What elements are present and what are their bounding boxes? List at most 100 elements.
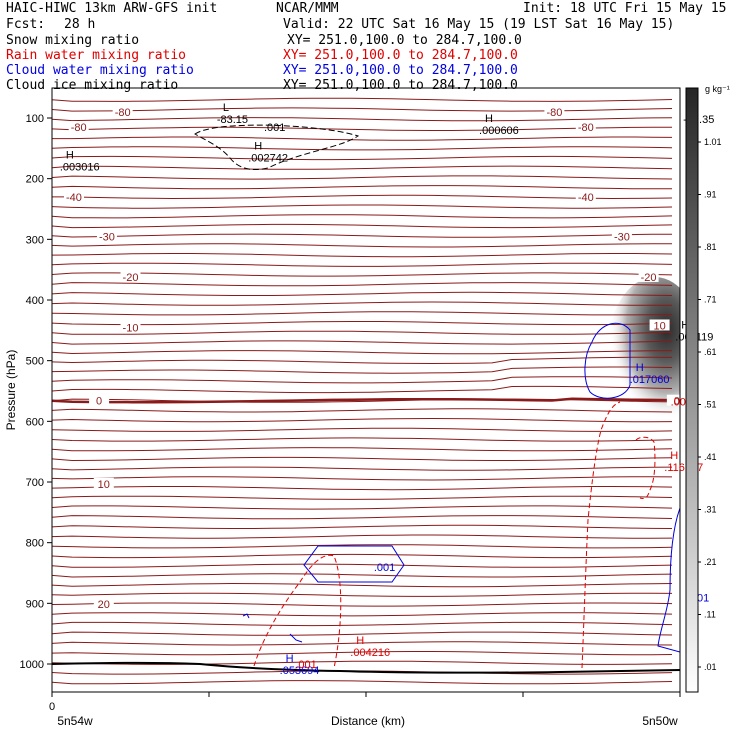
isotherm [52, 291, 673, 296]
isotherm [52, 505, 673, 510]
isotherm [52, 660, 673, 665]
zero-isotherm [52, 397, 673, 404]
forecast-label: Fcst: [6, 17, 46, 32]
isotherm [52, 165, 673, 170]
isotherm [52, 233, 673, 238]
isotherm-label: -80 [546, 107, 562, 119]
colorbar-label: .11 [704, 610, 716, 620]
isotherm [52, 582, 673, 588]
isotherm-label-bg [96, 230, 117, 242]
isotherm [52, 321, 673, 326]
y-tick-label: 300 [26, 234, 44, 246]
y-tick-label: 800 [26, 538, 44, 550]
y-tick-label: 500 [26, 356, 44, 368]
isotherm [52, 631, 673, 636]
isotherm-label: -80 [71, 122, 87, 134]
isotherm-label: 0 [96, 396, 102, 408]
contour-label: .001 [295, 659, 316, 671]
isotherm [52, 544, 673, 549]
contour-annotations: L-83.15L-82.35H.000606H.002742H.003016H.… [60, 102, 714, 677]
isotherm-label: 10 [653, 320, 665, 332]
extremum-marker: H [66, 149, 74, 161]
isotherm [52, 253, 673, 258]
isotherm [52, 641, 673, 646]
isotherm-label: -40 [578, 192, 594, 204]
extremum-value: .000606 [479, 125, 519, 137]
model-title: HAIC-HIWC 13km ARW-GFS init [6, 1, 218, 16]
y-tick-label: 600 [26, 416, 44, 428]
isotherm-label-bg [575, 190, 596, 202]
y-axis-label: Pressure (hPa) [4, 350, 18, 431]
isotherm-label-bg [611, 230, 632, 242]
isotherm [52, 680, 673, 685]
isotherm [52, 117, 673, 122]
isotherm [52, 97, 673, 102]
isotherm-label-bg [575, 121, 596, 133]
isotherm [52, 340, 673, 345]
colorbar-label: .41 [704, 452, 717, 462]
isotherm-label-bg [63, 190, 84, 202]
extremum-marker: H [254, 140, 262, 152]
isotherm [52, 185, 673, 190]
isotherm [52, 495, 673, 500]
isotherm [52, 602, 673, 607]
isotherm-label: 0 [674, 396, 680, 408]
isotherm [52, 194, 673, 200]
colorbar-label: 1.01 [704, 137, 722, 147]
ice-contour [194, 124, 360, 171]
isotherm-label: 20 [98, 599, 110, 611]
isotherm [52, 311, 673, 316]
rain-contour-3 [253, 554, 342, 669]
colorbar-ramp [685, 87, 699, 693]
contour-label: .001 [264, 122, 285, 134]
x-tick-label: 0 [49, 701, 55, 713]
colorbar-label: .51 [704, 400, 717, 410]
isotherm [52, 356, 673, 365]
extremum-value: .004216 [350, 647, 390, 659]
isotherm-label: -40 [66, 192, 82, 204]
isotherm [52, 146, 673, 151]
isotherm-label: -10 [123, 322, 139, 334]
isotherm [52, 376, 673, 384]
colorbar-unit: g kg⁻¹ [705, 84, 730, 94]
cloud-water-contour-4 [242, 613, 250, 619]
distance-axis [51, 692, 681, 697]
isotherm-label-bg [677, 597, 680, 609]
isotherm [52, 330, 673, 335]
isotherm-label-bg [68, 121, 89, 133]
isotherm [52, 456, 673, 462]
isotherm-label-bg [120, 270, 141, 282]
isotherm [52, 408, 673, 413]
extremum-value: .017060 [630, 374, 670, 386]
right-endpoint-label: 5n50w [642, 714, 678, 728]
isotherm-label: -20 [641, 272, 657, 284]
extremum-marker: H [681, 319, 689, 331]
isotherm [52, 534, 673, 539]
extremum-value: .003016 [60, 161, 100, 173]
isotherm [52, 592, 673, 597]
pressure-axis: 100 200 300 400 500 600 700 800 900 1000 [20, 113, 52, 671]
extremum-marker: L [223, 102, 229, 114]
isotherm [52, 515, 673, 520]
cloud-water-contour-2 [584, 322, 631, 399]
field-name-snow: Snow mixing ratio [6, 33, 140, 48]
isotherm [52, 651, 673, 656]
init-time: Init: 18 UTC Fri 15 May 15 [523, 1, 727, 16]
colorbar-label: .31 [704, 505, 717, 515]
isotherm-label: -20 [123, 272, 139, 284]
extremum-marker: H [286, 653, 294, 665]
cloud-water-contour-1 [303, 545, 405, 583]
extremum-marker: H [485, 113, 493, 125]
colorbar-label: .61 [704, 347, 717, 357]
isotherm [52, 243, 672, 248]
isotherm-label-bg [93, 597, 114, 609]
extremum-marker: H [636, 362, 644, 374]
isotherm-label-bg [638, 270, 659, 282]
cloud-water-contour-5 [289, 633, 303, 643]
field-name-cloudice: Cloud ice mixing ratio [6, 78, 179, 93]
isotherm-label-bg [666, 394, 680, 406]
y-tick-label: 700 [26, 477, 44, 489]
isotherm [52, 612, 673, 617]
isotherm [52, 282, 673, 287]
